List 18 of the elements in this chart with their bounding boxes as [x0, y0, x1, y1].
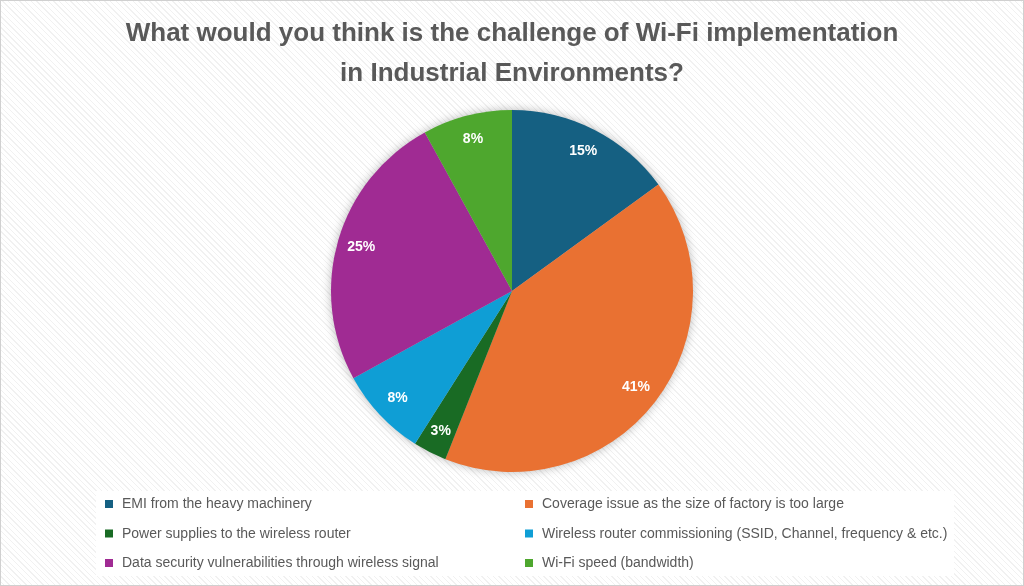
legend-label: Wireless router commissioning (SSID, Channel, frequency & etc.)	[542, 524, 948, 541]
legend-label: Wi-Fi speed (bandwidth)	[542, 554, 694, 570]
pie-slice	[424, 110, 512, 291]
data-label: 15%	[569, 142, 598, 159]
pie-slice	[353, 291, 512, 444]
legend-label: Data security vulnerabilities through wireless signal	[122, 554, 439, 570]
data-label: 41%	[622, 378, 651, 395]
legend-label: Coverage issue as the size of factory is too large	[542, 495, 845, 511]
data-label: 25%	[347, 238, 376, 255]
pie-slice	[415, 291, 512, 460]
chart-title: What would you think is the challenge of Wi-Fi implementation in Industrial Environments?	[125, 17, 899, 87]
data-label: 3%	[430, 421, 452, 438]
pie-slice	[512, 110, 659, 291]
legend-label: EMI from the heavy machinery	[122, 495, 312, 511]
data-label: 8%	[462, 129, 484, 146]
data-label: 8%	[387, 389, 409, 406]
pie-slice	[331, 132, 512, 379]
legend-label: Power supplies to the wireless router	[122, 524, 352, 541]
